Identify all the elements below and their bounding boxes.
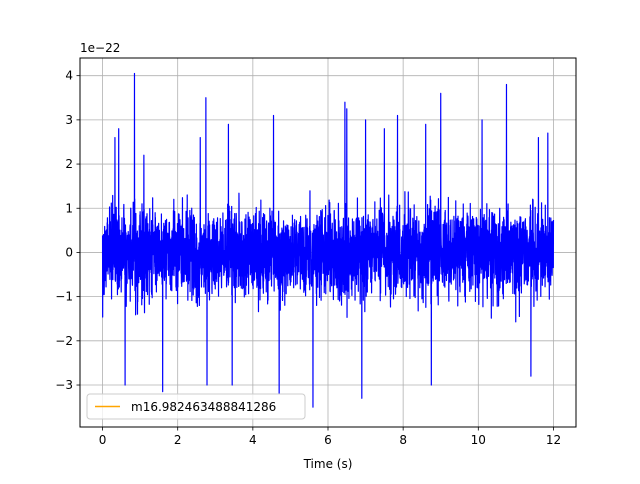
x-tick-label: 8 — [399, 433, 407, 447]
x-axis-label: Time (s) — [303, 457, 353, 471]
y-tick-label: 1 — [65, 201, 73, 215]
y-tick-label: 0 — [65, 245, 73, 259]
y-axis: −3 −2 −1 0 1 2 3 4 — [55, 69, 80, 392]
x-tick-label: 0 — [99, 433, 107, 447]
x-tick-label: 12 — [546, 433, 561, 447]
x-axis: 0 2 4 6 8 10 12 — [99, 427, 561, 447]
legend-box — [86, 393, 306, 420]
y-offset-label: 1e−22 — [80, 41, 120, 55]
y-tick-label: −2 — [55, 334, 73, 348]
y-tick-label: −1 — [55, 290, 73, 304]
legend: m16.982463488841286 — [86, 393, 306, 420]
series-line-signal — [101, 72, 555, 408]
plot-area — [101, 72, 555, 408]
y-tick-label: −3 — [55, 378, 73, 392]
x-tick-label: 6 — [324, 433, 332, 447]
y-tick-label: 3 — [65, 113, 73, 127]
y-tick-label: 2 — [65, 157, 73, 171]
x-tick-label: 2 — [174, 433, 182, 447]
y-tick-label: 4 — [65, 69, 73, 83]
x-tick-label: 10 — [471, 433, 486, 447]
legend-entry-label: m16.982463488841286 — [131, 400, 276, 414]
x-tick-label: 4 — [249, 433, 257, 447]
